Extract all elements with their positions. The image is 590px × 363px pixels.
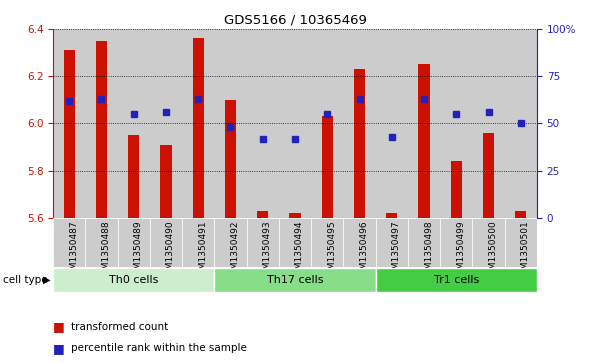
Bar: [257, 211, 268, 218]
Bar: [354, 69, 365, 218]
Text: GSM1350491: GSM1350491: [198, 220, 207, 281]
Bar: [247, 29, 279, 218]
Bar: [128, 135, 139, 218]
Bar: [386, 213, 398, 218]
Text: GSM1350493: GSM1350493: [263, 220, 272, 281]
Bar: [311, 29, 343, 218]
Text: GSM1350488: GSM1350488: [101, 220, 110, 281]
Text: Th17 cells: Th17 cells: [267, 275, 323, 285]
Bar: [150, 218, 182, 267]
Bar: [214, 268, 376, 292]
Bar: [343, 218, 376, 267]
Bar: [376, 268, 537, 292]
Text: GSM1350498: GSM1350498: [424, 220, 433, 281]
Bar: [117, 218, 150, 267]
Text: GSM1350490: GSM1350490: [166, 220, 175, 281]
Text: ▶: ▶: [43, 275, 51, 285]
Bar: [247, 218, 279, 267]
Text: percentile rank within the sample: percentile rank within the sample: [71, 343, 247, 354]
Title: GDS5166 / 10365469: GDS5166 / 10365469: [224, 13, 366, 26]
Text: ■: ■: [53, 342, 65, 355]
Text: GSM1350497: GSM1350497: [392, 220, 401, 281]
Text: ■: ■: [53, 320, 65, 333]
Bar: [322, 117, 333, 218]
Bar: [279, 29, 311, 218]
Bar: [473, 29, 504, 218]
Bar: [96, 41, 107, 218]
Bar: [418, 65, 430, 218]
Bar: [53, 268, 214, 292]
Bar: [289, 213, 301, 218]
Text: GSM1350489: GSM1350489: [134, 220, 143, 281]
Text: GSM1350496: GSM1350496: [359, 220, 369, 281]
Bar: [279, 218, 311, 267]
Bar: [86, 29, 117, 218]
Bar: [311, 218, 343, 267]
Bar: [408, 218, 440, 267]
Bar: [53, 29, 86, 218]
Text: cell type: cell type: [3, 275, 48, 285]
Bar: [408, 29, 440, 218]
Bar: [451, 161, 462, 218]
Bar: [376, 29, 408, 218]
Text: GSM1350501: GSM1350501: [521, 220, 530, 281]
Text: GSM1350500: GSM1350500: [489, 220, 497, 281]
Text: transformed count: transformed count: [71, 322, 168, 332]
Text: Th0 cells: Th0 cells: [109, 275, 159, 285]
Bar: [343, 29, 376, 218]
Bar: [53, 218, 86, 267]
Bar: [86, 218, 117, 267]
Text: GSM1350487: GSM1350487: [69, 220, 78, 281]
Bar: [214, 29, 247, 218]
Bar: [117, 29, 150, 218]
Bar: [182, 218, 214, 267]
Bar: [440, 218, 473, 267]
Bar: [214, 218, 247, 267]
Bar: [64, 50, 75, 218]
Bar: [483, 133, 494, 218]
Bar: [376, 218, 408, 267]
Bar: [515, 211, 526, 218]
Bar: [160, 145, 172, 218]
Bar: [504, 29, 537, 218]
Bar: [473, 218, 504, 267]
Bar: [225, 100, 236, 218]
Text: Tr1 cells: Tr1 cells: [434, 275, 479, 285]
Text: GSM1350494: GSM1350494: [295, 220, 304, 281]
Bar: [150, 29, 182, 218]
Bar: [440, 29, 473, 218]
Text: GSM1350499: GSM1350499: [456, 220, 466, 281]
Bar: [182, 29, 214, 218]
Text: GSM1350495: GSM1350495: [327, 220, 336, 281]
Bar: [192, 38, 204, 218]
Bar: [504, 218, 537, 267]
Text: GSM1350492: GSM1350492: [231, 220, 240, 281]
